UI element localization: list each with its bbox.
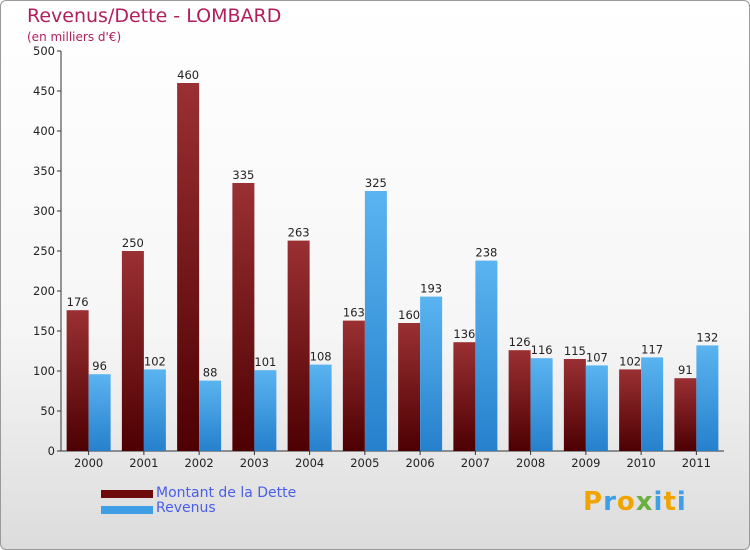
logo-letter: t bbox=[663, 487, 677, 517]
data-label-revenus: 238 bbox=[475, 246, 497, 260]
bar-dette bbox=[66, 310, 89, 451]
bar-dette bbox=[232, 183, 255, 451]
bar-dette bbox=[121, 251, 144, 451]
y-tick-label: 300 bbox=[33, 204, 55, 218]
data-label-revenus: 116 bbox=[531, 343, 553, 357]
bar-revenus bbox=[309, 364, 332, 451]
bar-dette bbox=[398, 323, 421, 451]
chart-title: Revenus/Dette - LOMBARD bbox=[27, 5, 282, 27]
bar-revenus bbox=[364, 191, 387, 451]
bar-dette bbox=[674, 378, 697, 451]
y-tick-label: 150 bbox=[33, 324, 55, 338]
data-label-dette: 263 bbox=[288, 226, 310, 240]
x-tick-label: 2009 bbox=[571, 456, 600, 470]
y-tick-label: 250 bbox=[33, 244, 55, 258]
bar-revenus bbox=[530, 358, 553, 451]
data-label-revenus: 132 bbox=[696, 330, 718, 344]
bar-dette bbox=[342, 320, 365, 451]
data-label-dette: 91 bbox=[678, 363, 693, 377]
logo-letter: i bbox=[653, 487, 664, 517]
data-label-dette: 126 bbox=[509, 335, 531, 349]
bar-dette bbox=[453, 342, 476, 451]
y-tick-label: 200 bbox=[33, 284, 55, 298]
data-label-dette: 335 bbox=[232, 168, 254, 182]
y-tick-label: 400 bbox=[33, 124, 55, 138]
bar-revenus bbox=[585, 365, 608, 451]
bar-revenus bbox=[641, 357, 664, 451]
bar-dette bbox=[287, 240, 310, 451]
x-tick-label: 2006 bbox=[405, 456, 434, 470]
data-label-dette: 136 bbox=[453, 327, 475, 341]
data-label-revenus: 88 bbox=[203, 366, 218, 380]
bar-revenus bbox=[88, 374, 111, 451]
data-label-dette: 102 bbox=[619, 354, 641, 368]
logo-letter: o bbox=[616, 487, 636, 517]
data-label-dette: 163 bbox=[343, 306, 365, 320]
bar-dette bbox=[563, 359, 586, 451]
y-tick-label: 500 bbox=[33, 44, 55, 58]
bar-revenus bbox=[199, 380, 222, 451]
data-label-revenus: 102 bbox=[144, 354, 166, 368]
bar-revenus bbox=[696, 345, 719, 451]
proxiti-logo: Proxiti bbox=[583, 487, 687, 517]
x-tick-label: 2010 bbox=[626, 456, 655, 470]
legend-swatch-revenus bbox=[101, 506, 153, 514]
data-label-revenus: 108 bbox=[310, 350, 332, 364]
data-label-dette: 460 bbox=[177, 68, 199, 82]
data-label-revenus: 193 bbox=[420, 282, 442, 296]
y-tick-label: 100 bbox=[33, 364, 55, 378]
bar-dette bbox=[177, 83, 200, 451]
bar-revenus bbox=[254, 370, 277, 451]
x-tick-label: 2001 bbox=[129, 456, 158, 470]
bar-revenus bbox=[475, 260, 498, 451]
data-label-dette: 115 bbox=[564, 344, 586, 358]
bar-revenus bbox=[143, 369, 166, 451]
y-tick-label: 350 bbox=[33, 164, 55, 178]
bar-dette bbox=[619, 369, 642, 451]
bar-revenus bbox=[420, 296, 443, 451]
x-tick-label: 2000 bbox=[74, 456, 103, 470]
x-tick-label: 2005 bbox=[350, 456, 379, 470]
logo-letter: r bbox=[603, 487, 617, 517]
data-label-revenus: 107 bbox=[586, 350, 608, 364]
data-label-revenus: 325 bbox=[365, 176, 387, 190]
data-label-dette: 176 bbox=[67, 295, 89, 309]
x-tick-label: 2007 bbox=[461, 456, 490, 470]
chart-subtitle: (en milliers d'€) bbox=[27, 30, 122, 44]
legend-label-debt: Montant de la Dette bbox=[156, 485, 297, 501]
data-label-dette: 160 bbox=[398, 308, 420, 322]
x-tick-label: 2002 bbox=[184, 456, 213, 470]
data-label-revenus: 117 bbox=[641, 342, 663, 356]
legend-swatch-debt bbox=[101, 490, 153, 498]
x-tick-label: 2004 bbox=[295, 456, 324, 470]
x-tick-label: 2008 bbox=[516, 456, 545, 470]
data-label-dette: 250 bbox=[122, 236, 144, 250]
x-tick-label: 2003 bbox=[240, 456, 269, 470]
x-tick-label: 2011 bbox=[682, 456, 711, 470]
legend-label-revenus: Revenus bbox=[156, 500, 216, 516]
y-tick-label: 50 bbox=[40, 404, 55, 418]
y-tick-label: 0 bbox=[48, 444, 55, 458]
data-label-revenus: 101 bbox=[254, 355, 276, 369]
y-tick-label: 450 bbox=[33, 84, 55, 98]
data-label-revenus: 96 bbox=[92, 359, 107, 373]
logo-letter: i bbox=[676, 487, 687, 517]
logo-letter: x bbox=[635, 487, 654, 517]
bar-dette bbox=[508, 350, 531, 451]
logo-letter: P bbox=[583, 487, 604, 517]
